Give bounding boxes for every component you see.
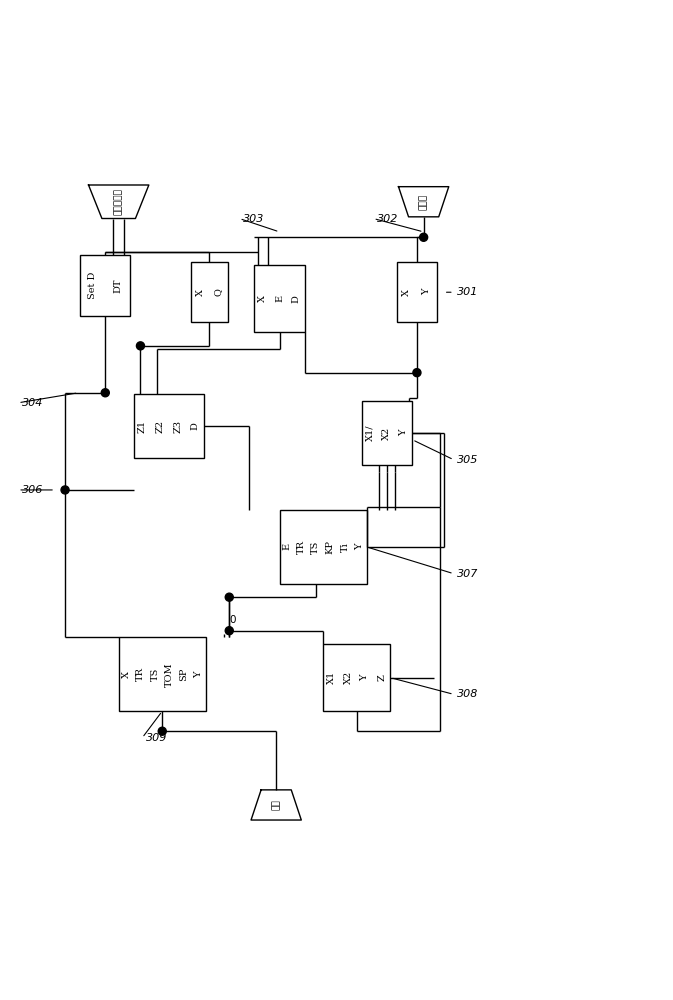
Circle shape: [137, 342, 145, 350]
Bar: [80, 255, 131, 316]
Text: 压力局: 压力局: [419, 194, 428, 210]
Bar: [397, 262, 437, 322]
Text: E: E: [275, 295, 284, 302]
Text: D: D: [191, 422, 200, 430]
Text: X1/: X1/: [365, 425, 374, 441]
Text: Z: Z: [378, 674, 386, 681]
Text: Y: Y: [194, 671, 203, 678]
Text: 302: 302: [377, 214, 398, 224]
Circle shape: [225, 593, 234, 601]
Text: Set D: Set D: [88, 272, 97, 299]
Text: Y: Y: [423, 289, 431, 295]
Text: Q: Q: [214, 288, 223, 296]
Circle shape: [225, 627, 234, 635]
Text: TR: TR: [297, 540, 306, 554]
Text: D: D: [292, 295, 301, 303]
Text: DT: DT: [113, 278, 122, 293]
Text: 305: 305: [457, 455, 479, 465]
Text: Ti: Ti: [341, 542, 349, 552]
Text: TR: TR: [136, 667, 145, 681]
Circle shape: [419, 233, 427, 241]
Text: 306: 306: [22, 485, 43, 495]
Text: X: X: [258, 295, 267, 302]
Text: 304: 304: [22, 398, 43, 408]
Bar: [361, 401, 412, 465]
Text: 301: 301: [457, 287, 479, 297]
Text: Z3: Z3: [173, 420, 182, 433]
Bar: [190, 262, 227, 322]
Text: 303: 303: [243, 214, 264, 224]
Text: X1: X1: [327, 671, 336, 684]
Text: SP: SP: [180, 668, 188, 681]
Circle shape: [61, 486, 69, 494]
Circle shape: [101, 389, 109, 397]
Text: X2: X2: [382, 426, 391, 440]
Text: Y: Y: [361, 674, 369, 681]
Text: X2: X2: [344, 671, 353, 684]
Circle shape: [413, 369, 421, 377]
Text: TS: TS: [151, 668, 160, 681]
Circle shape: [158, 727, 166, 735]
Bar: [279, 510, 367, 584]
Text: TS: TS: [312, 540, 320, 554]
Text: 0: 0: [229, 615, 236, 625]
Text: 307: 307: [457, 569, 479, 579]
Bar: [254, 265, 305, 332]
Bar: [323, 644, 390, 711]
Text: 308: 308: [457, 689, 479, 699]
Text: X: X: [195, 289, 205, 296]
Text: Y: Y: [355, 544, 364, 550]
Text: Z2: Z2: [155, 420, 165, 433]
Text: X: X: [121, 671, 131, 678]
Text: X: X: [402, 289, 411, 296]
Text: Y: Y: [399, 430, 408, 436]
Text: 309: 309: [145, 733, 167, 743]
Bar: [134, 394, 204, 458]
Text: 集中控制器: 集中控制器: [114, 188, 123, 215]
Text: KP: KP: [326, 540, 335, 554]
Bar: [118, 637, 206, 711]
Text: E: E: [282, 543, 291, 550]
Text: TOM: TOM: [165, 662, 174, 687]
Text: 阀门: 阀门: [272, 800, 281, 810]
Text: Z1: Z1: [138, 420, 147, 433]
